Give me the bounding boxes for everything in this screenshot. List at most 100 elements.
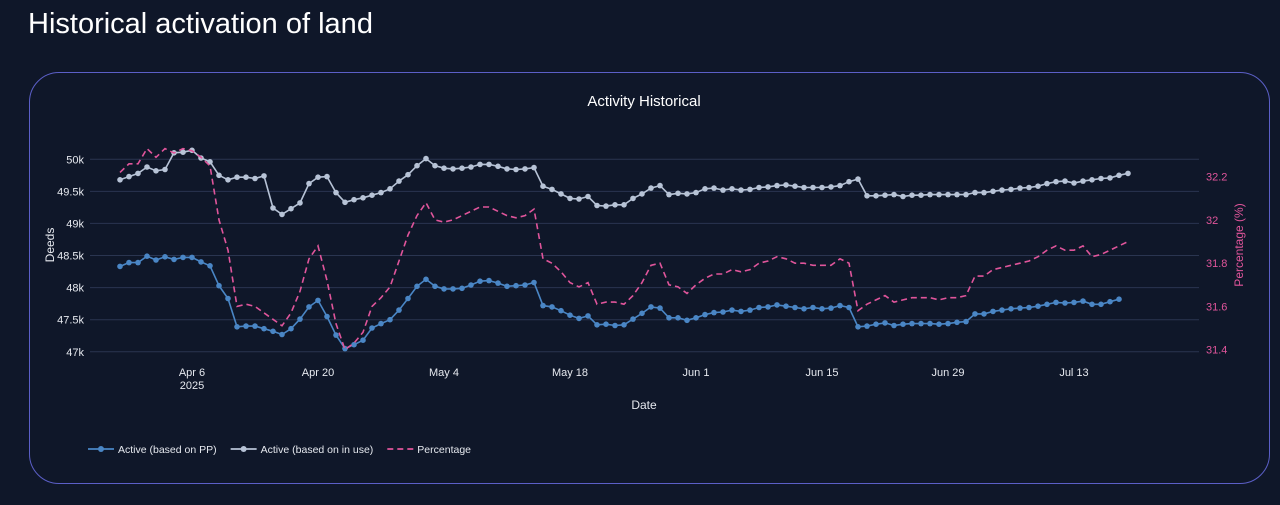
series-point-0: [810, 304, 816, 311]
series-line-2: [119, 147, 1129, 351]
series-point-0: [1053, 299, 1059, 306]
series-point-1: [693, 189, 699, 196]
series-point-1: [999, 187, 1005, 193]
series-point-1: [747, 186, 753, 193]
series-point-0: [585, 313, 591, 319]
series-point-0: [531, 279, 537, 286]
series-point-0: [729, 307, 735, 313]
series-point-0: [720, 309, 726, 315]
series-point-0: [576, 315, 582, 322]
series-point-0: [792, 304, 798, 311]
series-point-0: [990, 308, 996, 315]
series-point-0: [756, 304, 762, 311]
series-point-1: [909, 192, 915, 198]
series-point-0: [189, 254, 195, 261]
series-point-1: [207, 159, 213, 165]
chart-card: [29, 72, 1270, 484]
series-point-0: [1017, 305, 1023, 311]
series-point-0: [1008, 306, 1014, 312]
y-tick-label: 50k: [66, 154, 84, 166]
series-point-1: [126, 173, 132, 180]
y-tick-label: 48k: [66, 283, 84, 295]
series-point-1: [882, 192, 888, 198]
series-point-0: [1071, 299, 1077, 306]
y-axis-label: Deeds: [43, 228, 57, 263]
series-point-0: [621, 322, 627, 328]
series-point-0: [1107, 298, 1113, 305]
y2-tick-label: 31.4: [1206, 345, 1227, 357]
series-point-0: [369, 325, 375, 331]
series-point-1: [567, 195, 573, 202]
series-point-0: [351, 341, 357, 348]
y2-tick-label: 31.8: [1206, 258, 1227, 270]
legend-item-0: Active (based on PP): [88, 444, 217, 456]
series-point-0: [639, 310, 645, 317]
series-point-1: [1044, 180, 1050, 187]
series-point-0: [927, 320, 933, 327]
series-point-0: [963, 318, 969, 325]
y2-tick-label: 32.2: [1206, 172, 1227, 184]
series-point-1: [990, 188, 996, 195]
series-point-1: [468, 164, 474, 170]
series-point-0: [288, 325, 294, 332]
series-point-1: [594, 202, 600, 209]
series-point-0: [945, 320, 951, 327]
x-tick-label: May 18: [552, 367, 588, 379]
series-layer: [117, 147, 1131, 352]
series-point-0: [819, 306, 825, 312]
series-point-0: [198, 259, 204, 265]
series-point-1: [1080, 178, 1086, 184]
series-point-1: [918, 192, 924, 198]
series-point-0: [135, 259, 141, 266]
series-point-0: [801, 306, 807, 312]
series-point-0: [540, 302, 546, 309]
series-point-1: [765, 184, 771, 190]
x-tick-label: Jun 1: [683, 367, 710, 379]
legend-item-1: Active (based on in use): [230, 444, 374, 456]
series-point-0: [1026, 304, 1032, 311]
series-point-0: [1035, 303, 1041, 310]
series-point-1: [306, 180, 312, 187]
series-point-1: [315, 174, 321, 180]
series-point-0: [468, 282, 474, 288]
series-point-1: [342, 199, 348, 206]
series-point-0: [360, 337, 366, 344]
series-point-1: [819, 184, 825, 191]
series-point-0: [1116, 296, 1122, 303]
series-point-1: [513, 166, 519, 173]
series-point-1: [558, 191, 564, 197]
x-tick-label: May 4: [429, 367, 459, 379]
series-point-1: [1107, 175, 1113, 181]
series-point-1: [225, 177, 231, 183]
legend: Active (based on PP) Active (based on in …: [88, 444, 471, 456]
series-point-0: [855, 324, 861, 330]
series-point-0: [216, 282, 222, 289]
legend-marker: [98, 446, 104, 452]
series-point-1: [1125, 170, 1131, 177]
series-point-1: [945, 191, 951, 198]
y2-axis-label: Percentage (%): [1232, 203, 1246, 286]
series-point-1: [540, 183, 546, 189]
series-point-0: [882, 320, 888, 326]
series-point-1: [351, 196, 357, 203]
series-point-1: [720, 187, 726, 193]
series-point-0: [549, 304, 555, 310]
x-tick-label: Jun 15: [805, 367, 838, 379]
series-point-1: [612, 202, 618, 208]
series-point-0: [873, 321, 879, 328]
series-point-0: [504, 283, 510, 290]
series-point-1: [1062, 178, 1068, 184]
series-point-1: [387, 186, 393, 192]
series-point-0: [243, 323, 249, 329]
series-point-1: [630, 195, 636, 202]
series-point-0: [378, 320, 384, 327]
series-point-0: [225, 295, 231, 302]
series-point-1: [1017, 185, 1023, 191]
series-point-0: [252, 323, 258, 329]
series-point-1: [162, 166, 168, 173]
series-point-1: [576, 196, 582, 202]
series-point-1: [801, 184, 807, 191]
legend-label: Active (based on in use): [261, 444, 374, 456]
series-point-0: [333, 332, 339, 338]
